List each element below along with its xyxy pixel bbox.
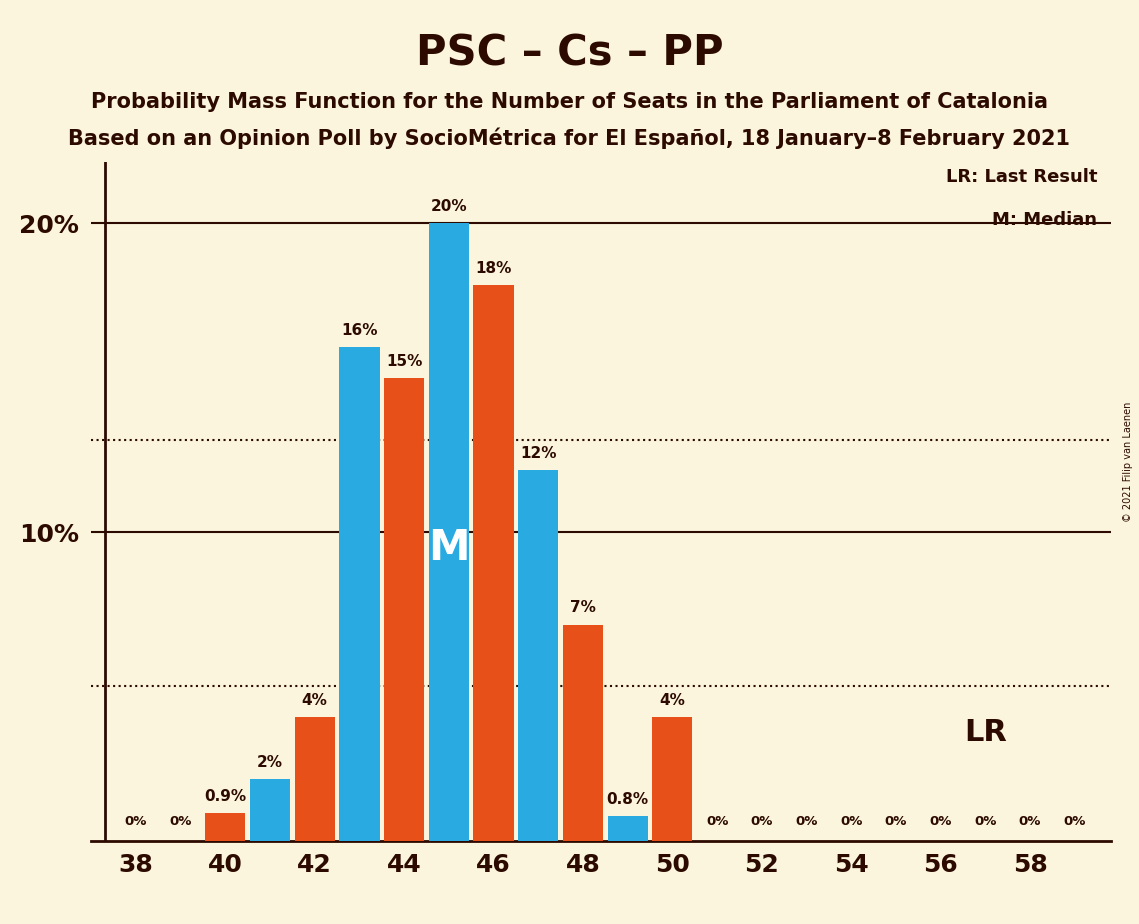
Bar: [249, 779, 290, 841]
Text: LR: LR: [964, 718, 1007, 748]
Text: 2%: 2%: [257, 755, 282, 770]
Text: 0%: 0%: [1064, 816, 1085, 829]
Text: 0%: 0%: [974, 816, 997, 829]
Text: 7%: 7%: [570, 601, 596, 615]
Text: 20%: 20%: [431, 200, 467, 214]
Bar: [428, 224, 469, 841]
Text: Based on an Opinion Poll by SocioMétrica for El Español, 18 January–8 February 2: Based on an Opinion Poll by SocioMétrica…: [68, 128, 1071, 149]
Text: 0%: 0%: [885, 816, 907, 829]
Bar: [205, 813, 245, 841]
Text: 0%: 0%: [841, 816, 862, 829]
Text: M: Median: M: Median: [992, 211, 1097, 229]
Bar: [563, 625, 603, 841]
Text: 0%: 0%: [795, 816, 818, 829]
Text: 0%: 0%: [1019, 816, 1041, 829]
Text: 4%: 4%: [659, 693, 686, 708]
Text: 18%: 18%: [475, 261, 511, 276]
Bar: [295, 717, 335, 841]
Text: 0%: 0%: [929, 816, 952, 829]
Text: 0.9%: 0.9%: [204, 789, 246, 804]
Text: © 2021 Filip van Laenen: © 2021 Filip van Laenen: [1123, 402, 1132, 522]
Bar: [339, 346, 379, 841]
Text: 0%: 0%: [706, 816, 728, 829]
Bar: [607, 816, 648, 841]
Bar: [653, 717, 693, 841]
Text: Probability Mass Function for the Number of Seats in the Parliament of Catalonia: Probability Mass Function for the Number…: [91, 92, 1048, 113]
Text: PSC – Cs – PP: PSC – Cs – PP: [416, 32, 723, 74]
Bar: [518, 470, 558, 841]
Text: 16%: 16%: [342, 322, 378, 337]
Bar: [384, 378, 424, 841]
Text: LR: Last Result: LR: Last Result: [945, 168, 1097, 186]
Text: 0%: 0%: [170, 816, 191, 829]
Bar: [474, 286, 514, 841]
Text: 0%: 0%: [124, 816, 147, 829]
Text: 15%: 15%: [386, 354, 423, 369]
Text: M: M: [428, 527, 469, 568]
Text: 4%: 4%: [302, 693, 328, 708]
Text: 0%: 0%: [751, 816, 773, 829]
Text: 0.8%: 0.8%: [607, 792, 649, 807]
Text: 12%: 12%: [521, 446, 557, 461]
